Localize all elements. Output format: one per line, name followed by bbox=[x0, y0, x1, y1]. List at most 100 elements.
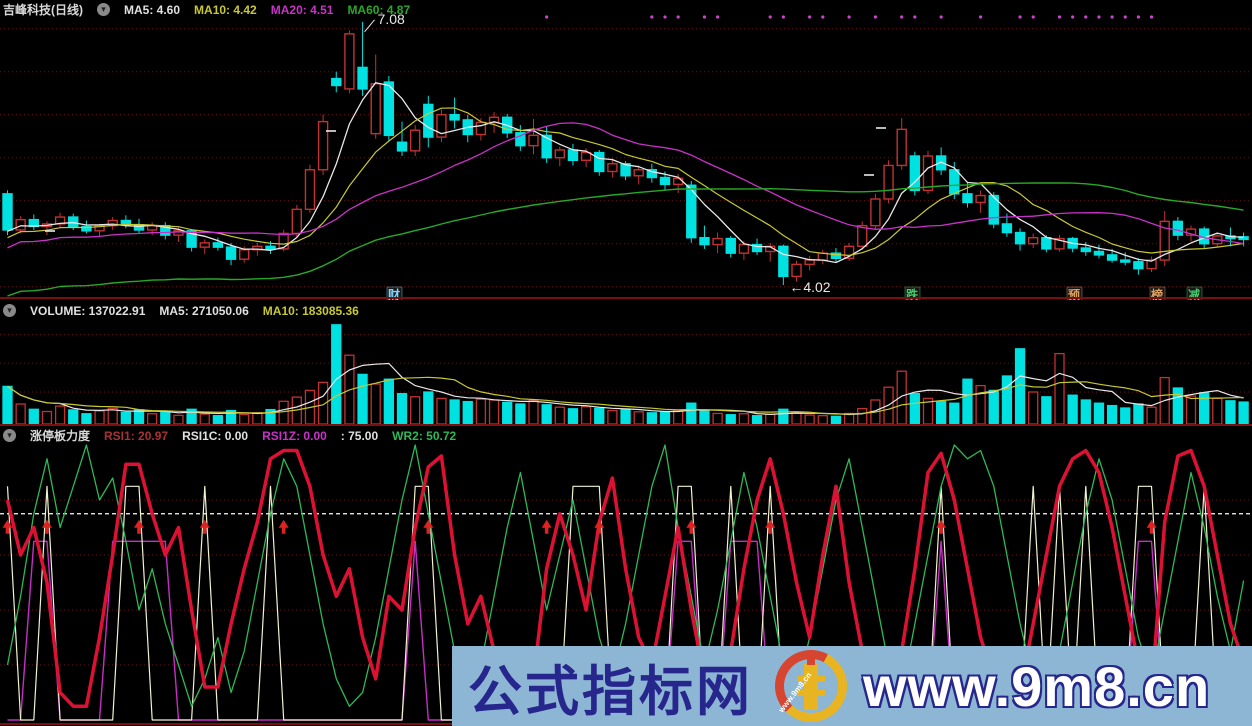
collapse-indicator-chevron-icon[interactable]: ▾ bbox=[3, 429, 16, 442]
signal-dot bbox=[1110, 15, 1114, 19]
signal-dot bbox=[979, 15, 983, 19]
volume-bar-down bbox=[1172, 387, 1183, 425]
volume-bar-down bbox=[1133, 403, 1144, 425]
signal-dot bbox=[676, 15, 680, 19]
signal-dot bbox=[1136, 15, 1140, 19]
event-marker[interactable]: 减 bbox=[1188, 287, 1200, 300]
volume-bar-down bbox=[936, 400, 947, 425]
volume-bar-down bbox=[830, 415, 842, 425]
buy-signal-arrow-icon bbox=[199, 519, 210, 534]
volume-bar-up bbox=[804, 414, 815, 425]
candle-down bbox=[1001, 223, 1013, 234]
candle-down bbox=[1133, 261, 1144, 270]
event-marker[interactable]: 财 bbox=[387, 287, 400, 300]
volume-bar-up bbox=[199, 413, 210, 425]
signal-dot bbox=[873, 15, 878, 19]
signal-dot bbox=[768, 15, 772, 19]
volume-bar-up bbox=[94, 410, 105, 425]
volume-bar-down bbox=[949, 402, 960, 425]
signal-dot bbox=[1031, 15, 1035, 19]
volume-bar-up bbox=[765, 413, 776, 425]
volume-bar-down bbox=[449, 399, 460, 425]
volume-bar-down bbox=[1001, 375, 1013, 425]
candle-up bbox=[712, 237, 723, 246]
candle-up bbox=[409, 129, 421, 152]
signal-dot bbox=[545, 15, 549, 19]
candle-up bbox=[804, 259, 815, 266]
signal-dot bbox=[1097, 15, 1101, 19]
volume-bar-up bbox=[436, 397, 447, 425]
signal-dot bbox=[650, 15, 654, 19]
candle-down bbox=[212, 242, 224, 248]
candle-down bbox=[830, 252, 842, 260]
candle-up bbox=[843, 245, 855, 260]
main-chart-canvas[interactable]: 7.08←4.02财跌预榜减 bbox=[0, 0, 1252, 300]
candle-down bbox=[68, 216, 79, 228]
candle-up bbox=[370, 83, 381, 135]
buy-signal-arrow-icon bbox=[686, 519, 697, 534]
volume-bar-down bbox=[1067, 394, 1078, 425]
volume-bar-down bbox=[68, 409, 79, 425]
volume-bar-up bbox=[146, 413, 158, 425]
volume-bar-down bbox=[120, 411, 131, 425]
volume-bar-down bbox=[1093, 402, 1105, 425]
candle-down bbox=[909, 155, 921, 192]
volume-bar-down bbox=[699, 409, 710, 425]
candle-down bbox=[567, 149, 579, 161]
buy-signal-arrow-icon bbox=[41, 519, 52, 534]
volume-bar-down bbox=[659, 411, 671, 425]
header-label: MA5: 4.60 bbox=[124, 2, 181, 17]
signal-dot bbox=[913, 15, 917, 19]
volume-bar-up bbox=[633, 411, 644, 425]
event-marker-box bbox=[1149, 286, 1166, 300]
volume-bar-up bbox=[673, 409, 684, 425]
buy-signal-arrow-icon bbox=[278, 519, 289, 534]
candle-down bbox=[962, 193, 973, 204]
collapse-main-chevron-icon[interactable]: ▾ bbox=[97, 3, 110, 16]
signal-dot bbox=[1084, 15, 1088, 19]
volume-bar-down bbox=[186, 408, 197, 425]
candle-down bbox=[1172, 220, 1184, 236]
event-marker-box bbox=[904, 286, 921, 300]
volume-bar-down bbox=[2, 385, 13, 425]
panel-divider bbox=[0, 424, 1252, 426]
volume-bar-up bbox=[554, 406, 565, 425]
volume-bar-up bbox=[857, 407, 868, 425]
candle-up bbox=[738, 243, 750, 254]
volume-bar-down bbox=[541, 404, 552, 425]
volume-bar-down bbox=[383, 378, 395, 425]
volume-bar-down bbox=[225, 409, 237, 425]
volume-bar-up bbox=[370, 383, 381, 425]
candle-down bbox=[383, 81, 395, 137]
volume-bar-down bbox=[646, 412, 657, 425]
header-label: MA20: 4.51 bbox=[270, 2, 334, 17]
candle-down bbox=[594, 151, 605, 173]
volume-bar-up bbox=[15, 403, 26, 425]
volume-bar-down bbox=[212, 415, 224, 425]
event-marker[interactable]: 榜 bbox=[1151, 287, 1163, 300]
volume-bar-down bbox=[28, 408, 39, 425]
event-marker[interactable]: 跌 bbox=[906, 287, 919, 300]
volume-bar-down bbox=[962, 378, 973, 425]
volume-bar-up bbox=[41, 410, 53, 425]
volume-bar-down bbox=[1041, 396, 1052, 425]
candle-up bbox=[1159, 220, 1170, 261]
volume-bar-up bbox=[1028, 391, 1039, 425]
buy-signal-arrow-icon bbox=[936, 519, 947, 534]
candle-up bbox=[291, 208, 302, 235]
volume-bar-down bbox=[1225, 400, 1236, 425]
annotation-arrow bbox=[364, 19, 375, 33]
candle-up bbox=[883, 164, 894, 200]
watermark-logo-icon: www.9m8.cn bbox=[775, 650, 847, 722]
header-label: VOLUME: 137022.91 bbox=[30, 303, 146, 318]
candle-up bbox=[344, 33, 355, 90]
volume-bar-up bbox=[1212, 397, 1223, 425]
volume-chart-canvas[interactable] bbox=[0, 300, 1252, 426]
high-price-annotation: 7.08 bbox=[378, 11, 405, 27]
volume-bar-up bbox=[738, 413, 750, 425]
indicator-panel-header: ▾ 涨停板力度 RSI1: 20.97 RSI1C: 0.00 RSI1Z: 0.0… bbox=[0, 427, 470, 444]
collapse-volume-chevron-icon[interactable]: ▾ bbox=[3, 304, 16, 317]
candle-down bbox=[1093, 250, 1105, 256]
buy-signal-arrow-icon bbox=[1146, 519, 1157, 534]
